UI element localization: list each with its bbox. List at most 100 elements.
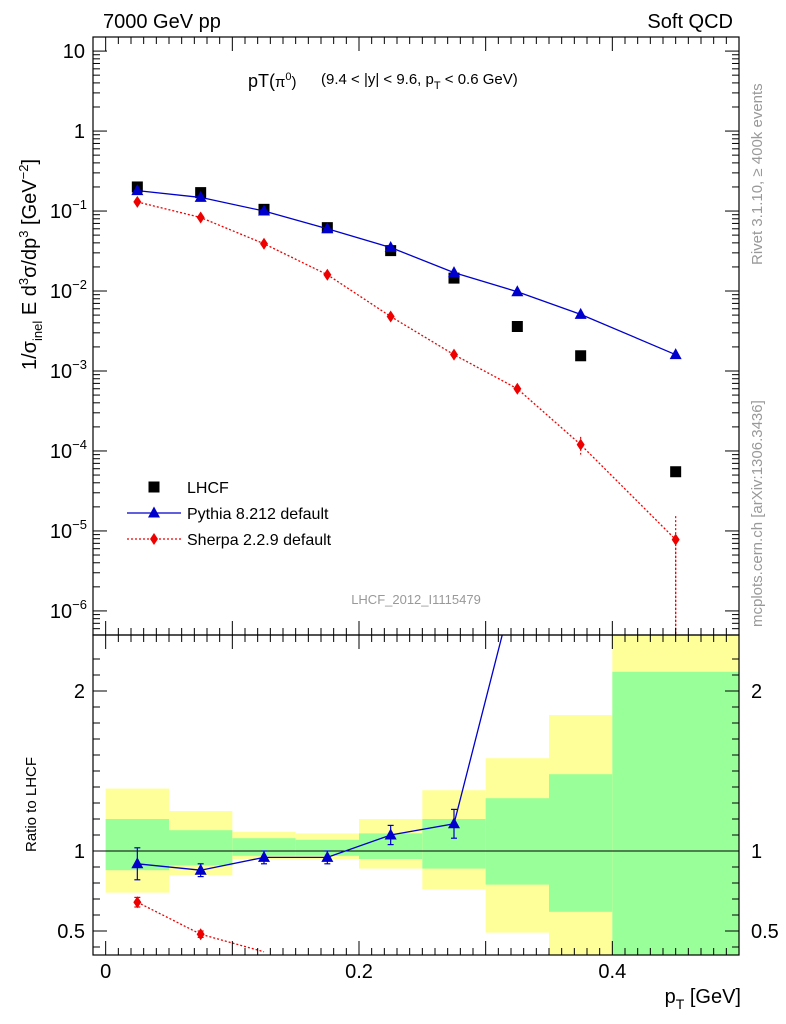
ylabel-b: E d	[19, 285, 41, 321]
main-ytick-label-2: 10−1	[50, 197, 87, 223]
xtick-label-2: 0.4	[598, 961, 626, 983]
legend-entry-0: LHCF	[148, 480, 229, 497]
category-label: Soft QCD	[647, 11, 733, 33]
main-point-1-8	[669, 348, 682, 360]
main-series-2	[133, 195, 680, 635]
tick-base: 10	[50, 601, 72, 623]
ratio-y-label: Ratio to LHCF	[23, 757, 40, 852]
ratio-point-0-0	[131, 857, 144, 869]
main-point-2-0	[133, 195, 142, 208]
main-point-0-5	[448, 272, 460, 284]
legend-entry-2: Sherpa 2.2.9 default	[127, 532, 332, 549]
plot-selection: (9.4 < |y| < 9.6, pT < 0.6 GeV)	[321, 71, 518, 92]
tick-base: 10	[50, 361, 72, 383]
tick-exp: −4	[72, 437, 87, 452]
ylabel-b-sup: 3	[16, 278, 31, 285]
ylabel-d: [GeV	[19, 179, 41, 231]
x-axis-label: pT [GeV]	[665, 986, 741, 1012]
legend-marker-0	[148, 481, 160, 493]
ratio-point-0-5	[448, 817, 460, 829]
title-close: )	[291, 74, 296, 91]
tick-exp: −3	[72, 357, 87, 372]
xlabel-b: [GeV]	[684, 986, 741, 1008]
main-point-0-8	[670, 466, 682, 478]
main-point-1-7	[574, 307, 587, 319]
ratio-ytick-label-right-0: 0.5	[751, 921, 779, 943]
main-point-1-6	[511, 285, 524, 297]
tick-base: 10	[50, 281, 72, 303]
main-series-0	[131, 181, 682, 478]
analysis-tag: LHCF_2012_I1115479	[351, 592, 481, 607]
main-point-1-4	[384, 241, 397, 253]
main-line-1	[137, 189, 676, 356]
main-ytick-label-1: 1	[74, 121, 85, 143]
band-green-6	[485, 798, 549, 885]
main-point-2-2	[260, 237, 268, 250]
band-green-1	[169, 830, 233, 866]
title-pi-sup: 0	[285, 71, 291, 83]
ratio-frame	[92, 634, 740, 956]
main-y-label: 1/σinel E d3σ/dp3 [GeV−2]	[16, 159, 45, 370]
main-point-2-4	[386, 310, 395, 323]
ratio-series-layer	[131, 635, 503, 953]
main-point-2-5	[450, 348, 458, 361]
ratio-point-0-3	[321, 850, 334, 862]
ratio-ytick-label-left-1: 1	[74, 841, 85, 863]
ylabel-c: σ/dp	[19, 238, 41, 278]
tick-exp: −5	[72, 517, 87, 532]
tick-exp: −2	[72, 277, 87, 292]
main-point-1-5	[448, 266, 460, 278]
legend: LHCF Pythia 8.212 default Sherpa 2.2.9 def…	[127, 480, 332, 549]
selection-sub: T	[434, 80, 441, 92]
tick-base: 10	[50, 201, 72, 223]
legend-label-2: Sherpa 2.2.9 default	[187, 532, 332, 549]
main-ytick-label-0: 10	[63, 41, 85, 63]
ratio-series-0	[131, 635, 503, 881]
legend-marker-1	[148, 506, 160, 518]
mcplots-label: mcplots.cern.ch [arXiv:1306.3436]	[749, 400, 766, 627]
ratio-point-1-1	[196, 928, 205, 941]
tick-base: 10	[50, 521, 72, 543]
ylabel-a: 1/σ	[19, 340, 41, 370]
main-point-1-0	[131, 184, 144, 196]
ylabel-e: ]	[19, 159, 41, 165]
xlabel-a: p	[665, 986, 676, 1008]
legend-entry-1: Pythia 8.212 default	[127, 506, 329, 523]
ylabel-d-sup: −2	[16, 165, 31, 180]
main-ytick-label-6: 10−5	[50, 517, 87, 543]
main-point-2-6	[513, 382, 522, 395]
main-point-2-7	[576, 438, 585, 451]
ratio-axes: 0.5 0.5 1 1 2 2 0 0.2 0.4	[57, 37, 779, 983]
band-green-8	[612, 671, 739, 955]
tick-exp: −6	[72, 597, 87, 612]
plot-title: pT(π0)	[248, 71, 296, 91]
xtick-label-1: 0.2	[345, 961, 373, 983]
main-point-0-7	[575, 350, 587, 362]
main-point-2-1	[196, 211, 205, 224]
ratio-point-0-2	[258, 850, 270, 862]
band-green-7	[549, 774, 613, 912]
main-ytick-label-5: 10−4	[50, 437, 87, 463]
legend-label-0: LHCF	[187, 480, 229, 497]
ratio-ytick-label-left-2: 2	[74, 681, 85, 703]
ratio-line-1	[137, 901, 265, 953]
main-series-layer	[131, 181, 682, 635]
legend-label-1: Pythia 8.212 default	[187, 506, 329, 523]
ylabel-a-sub: inel	[30, 321, 45, 341]
selection-end: < 0.6 GeV)	[441, 71, 518, 88]
main-ytick-label-3: 10−2	[50, 277, 87, 303]
xtick-label-0: 0	[100, 961, 111, 983]
ratio-uncertainty-bands	[105, 635, 739, 955]
plot-frames	[92, 36, 740, 956]
ratio-ytick-label-left-0: 0.5	[57, 921, 85, 943]
tick-exp: −1	[72, 197, 87, 212]
title-pt: pT(	[248, 71, 275, 91]
main-point-1-1	[194, 190, 207, 202]
main-point-0-6	[511, 321, 523, 333]
ratio-point-0-4	[384, 828, 397, 840]
main-ytick-label-7: 10−6	[50, 597, 87, 623]
main-point-1-2	[258, 204, 270, 216]
title-pi: π	[275, 74, 285, 91]
